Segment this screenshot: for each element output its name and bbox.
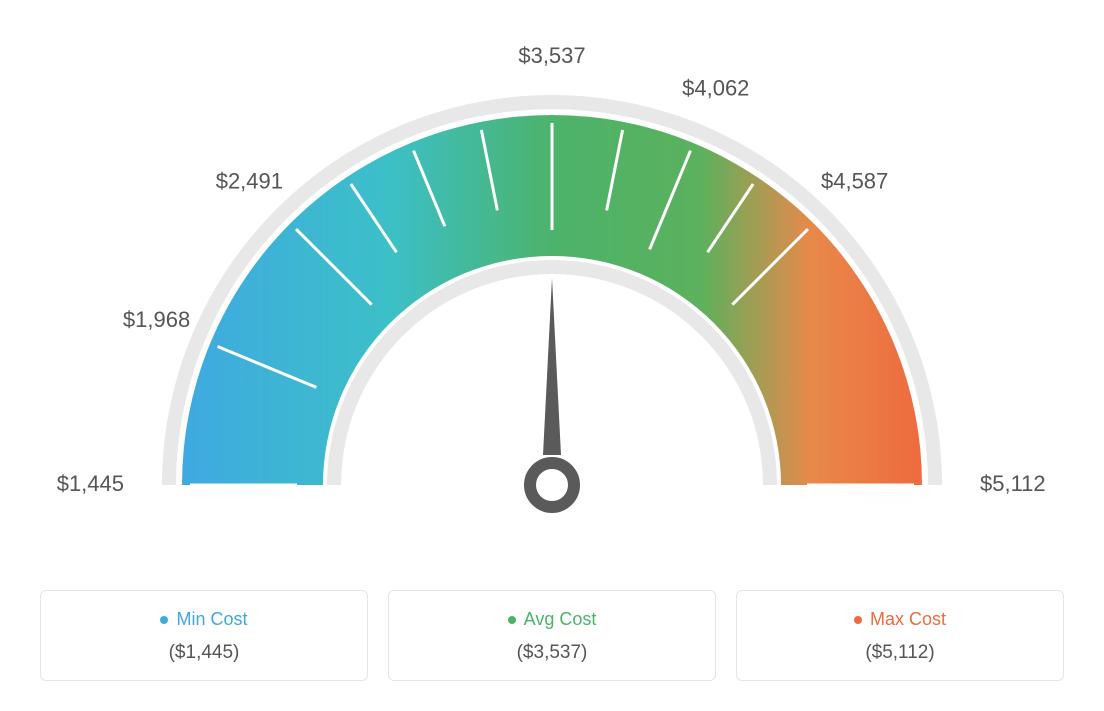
gauge-hub — [530, 463, 574, 507]
gauge-svg: $1,445 $1,968 $2,491 $3,537 $4,062 $4,587 $5,1… — [40, 30, 1064, 550]
legend-card-avg: Avg Cost ($3,537) — [388, 590, 716, 681]
gauge-tick-label: $3,537 — [518, 43, 585, 68]
gauge-tick-label: $4,062 — [682, 76, 749, 101]
legend-label-max: Max Cost — [870, 609, 946, 630]
gauge-tick-label: $2,491 — [216, 168, 283, 193]
legend-card-min: Min Cost ($1,445) — [40, 590, 368, 681]
legend-dot-min — [160, 616, 168, 624]
gauge-needle — [543, 278, 561, 455]
legend-value-max: ($5,112) — [757, 642, 1043, 664]
gauge-chart: $1,445 $1,968 $2,491 $3,537 $4,062 $4,587 $5,1… — [40, 30, 1064, 550]
legend-dot-max — [854, 616, 862, 624]
legend-label-row: Max Cost — [757, 609, 1043, 630]
gauge-tick-label: $1,445 — [57, 471, 124, 496]
legend-row: Min Cost ($1,445) Avg Cost ($3,537) Max … — [40, 590, 1064, 681]
gauge-tick-label: $1,968 — [123, 307, 190, 332]
gauge-tick-label: $5,112 — [980, 471, 1046, 496]
legend-card-max: Max Cost ($5,112) — [736, 590, 1064, 681]
legend-value-min: ($1,445) — [61, 642, 347, 664]
gauge-tick-label: $4,587 — [821, 168, 888, 193]
legend-label-row: Avg Cost — [409, 609, 695, 630]
legend-label-row: Min Cost — [61, 609, 347, 630]
legend-label-avg: Avg Cost — [524, 609, 597, 630]
legend-label-min: Min Cost — [176, 609, 247, 630]
legend-value-avg: ($3,537) — [409, 642, 695, 664]
legend-dot-avg — [508, 616, 516, 624]
